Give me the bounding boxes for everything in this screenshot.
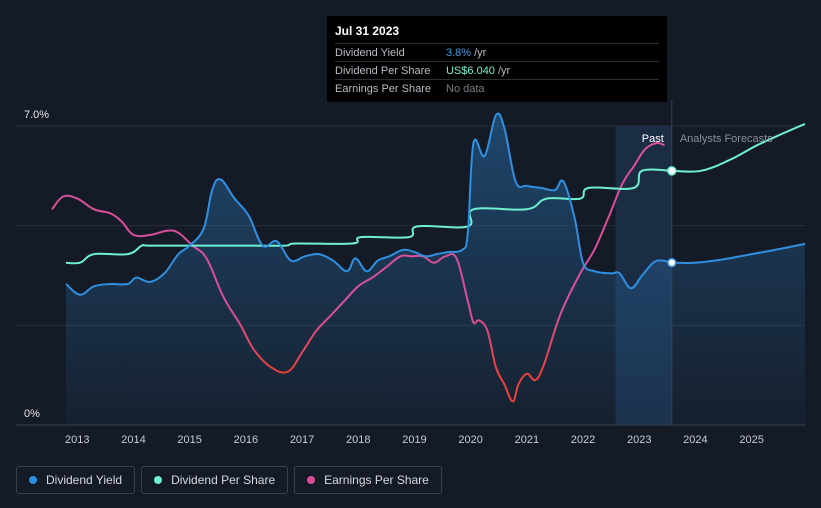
x-tick-label: 2024: [683, 434, 707, 446]
legend-dot-icon: [29, 476, 37, 484]
tooltip-value: 3.8%: [446, 46, 472, 59]
dividend-per-share-line: [65, 168, 672, 265]
tooltip-value: US$6.040: [446, 64, 495, 77]
legend-label: Dividend Yield: [46, 473, 123, 487]
x-tick-label: 2018: [346, 434, 370, 446]
x-tick-label: 2021: [515, 434, 539, 446]
legend-item-dividend-per-share[interactable]: Dividend Per Share: [141, 466, 289, 494]
x-tick-label: 2022: [571, 434, 595, 446]
x-tick-label: 2014: [121, 434, 145, 446]
x-tick-label: 2019: [402, 434, 426, 446]
current-value-marker: [667, 257, 677, 268]
tooltip-row-dividend-per-share: Dividend Per Share US$6.040 /yr: [335, 61, 659, 79]
x-tick-label: 2016: [234, 434, 258, 446]
tooltip-label: Earnings Per Share: [335, 82, 431, 95]
dividend-yield-line: [65, 112, 673, 296]
y-axis-bottom-label: 0%: [24, 408, 40, 420]
x-tick-label: 2025: [739, 434, 763, 446]
tooltip-label: Dividend Yield: [335, 46, 405, 59]
tooltip-label: Dividend Per Share: [335, 64, 431, 77]
tooltip-row-dividend-yield: Dividend Yield 3.8% /yr: [335, 43, 659, 61]
tooltip-value: No data: [446, 82, 485, 95]
chart-legend: Dividend Yield Dividend Per Share Earnin…: [16, 466, 442, 494]
legend-label: Earnings Per Share: [324, 473, 429, 487]
dividend-per-share-forecast-line: [671, 122, 806, 173]
x-tick-label: 2015: [177, 434, 201, 446]
legend-item-earnings-per-share[interactable]: Earnings Per Share: [294, 466, 442, 494]
tooltip-date: Jul 31 2023: [335, 24, 400, 38]
past-region-label: Past: [642, 133, 664, 145]
tooltip-unit: /yr: [497, 64, 511, 77]
legend-label: Dividend Per Share: [171, 473, 276, 487]
forecast-region-label: Analysts Forecasts: [680, 133, 773, 145]
hover-tooltip: Jul 31 2023 Dividend Yield 3.8% /yr Divi…: [327, 16, 667, 102]
legend-item-dividend-yield[interactable]: Dividend Yield: [16, 466, 136, 494]
current-value-markers: [667, 166, 677, 268]
tooltip-unit: /yr: [474, 46, 487, 59]
current-value-marker: [667, 166, 677, 176]
x-tick-label: 2017: [290, 434, 314, 446]
legend-dot-icon: [307, 476, 316, 484]
x-axis-ticks: 2013 2014 2015 2016 2017 2018 2019 2020 2021 2022…: [65, 434, 764, 446]
dividend-yield-forecast-area: [671, 243, 805, 425]
x-tick-label: 2023: [627, 434, 651, 446]
dividend-yield-area: [66, 113, 672, 425]
y-axis-top-label: 7.0%: [24, 109, 49, 121]
x-tick-label: 2013: [65, 434, 89, 446]
x-tick-label: 2020: [458, 434, 482, 446]
earnings-per-share-line: [51, 141, 665, 403]
dividend-yield-forecast-line: [671, 242, 806, 264]
tooltip-row-earnings-per-share: Earnings Per Share No data: [335, 79, 659, 97]
legend-dot-icon: [154, 476, 163, 484]
